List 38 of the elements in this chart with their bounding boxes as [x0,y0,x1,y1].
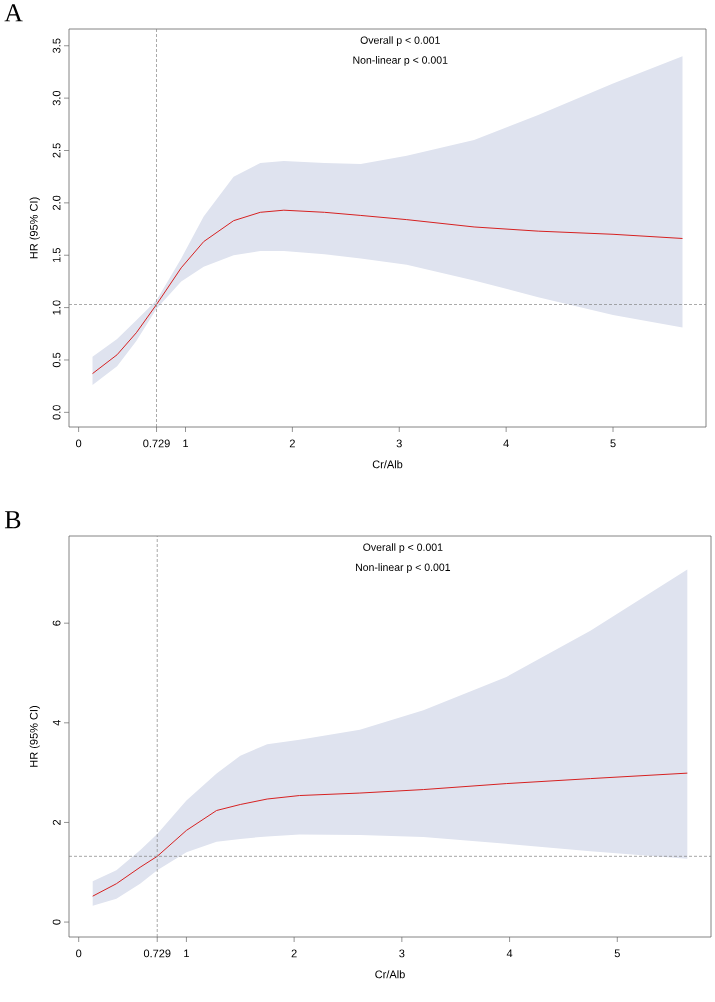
x-tick-label: 0 [76,439,82,448]
x-tick-label: 0 [76,949,82,958]
y-tick-label: 2 [52,819,61,825]
y-tick-label: 1.0 [52,300,61,315]
x-tick-label: 2 [289,439,295,448]
annotation: Overall p < 0.001 [360,36,440,46]
y-axis-title: HR (95% CI) [29,706,40,767]
y-tick-label: 0 [52,919,61,925]
line-series [92,209,683,375]
annotation: Overall p < 0.001 [363,543,443,553]
x-tick-label: 1 [184,949,189,958]
y-axis-title: HR (95% CI) [29,197,40,259]
x-tick-label: 2 [291,949,297,958]
x-tick-label: 3 [396,439,402,448]
chart-title: B [4,511,21,529]
chart-title: A [4,4,23,22]
x-axis-title: Cr/Alb [372,460,403,469]
line-series [92,772,688,897]
x-tick-label: 1 [183,439,189,448]
y-tick-label: 0.0 [52,405,61,420]
y-tick-label: 0.5 [52,352,61,368]
y-tick-label: 1.5 [52,248,61,263]
x-tick-label: 4 [503,439,509,448]
x-tick-label: 0.729 [143,949,171,958]
annotation: Non-linear p < 0.001 [353,56,448,66]
x-tick-label: 5 [610,439,616,448]
y-tick-label: 2.5 [52,143,61,158]
y-tick-label: 2.0 [52,195,61,210]
annotation: Non-linear p < 0.001 [355,563,451,574]
x-tick-label: 5 [614,949,620,958]
y-tick-label: 4 [52,720,61,726]
x-tick-label: 0.729 [143,439,170,448]
x-tick-label: 4 [506,949,513,958]
x-tick-label: 3 [399,949,405,958]
y-tick-label: 3.5 [52,38,61,53]
y-tick-label: 3.0 [52,90,61,106]
x-axis-title: Cr/Alb [375,970,405,979]
y-tick-label: 6 [52,620,61,626]
